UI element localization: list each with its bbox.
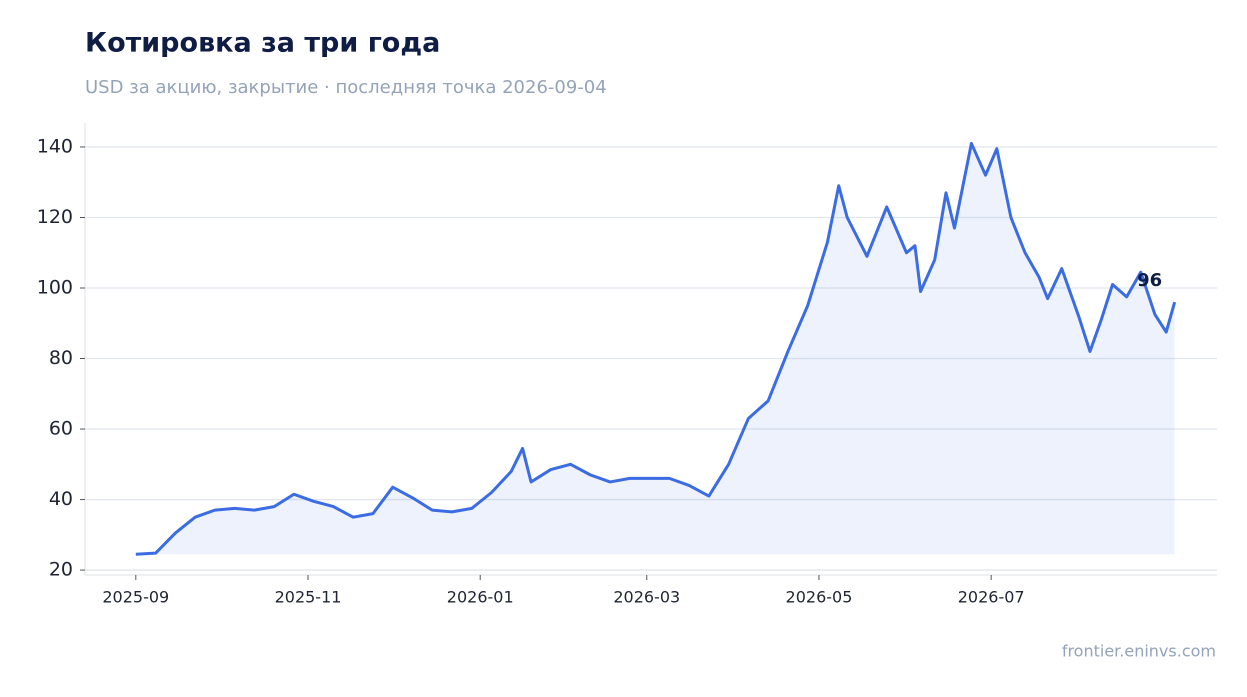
source: frontier.eninvs.com [1062, 642, 1216, 661]
y-tick-label: 100 [37, 277, 73, 299]
annotation: 96 [1137, 270, 1162, 291]
x-tick-label: 2026-03 [613, 588, 680, 607]
y-tick-label: 60 [49, 418, 73, 440]
x-tick-label: 2026-07 [958, 588, 1025, 607]
x-tick-label: 2025-11 [275, 588, 342, 607]
x-tick-label: 2025-09 [102, 588, 169, 607]
y-tick-label: 20 [49, 559, 73, 581]
y-tick-label: 120 [37, 206, 73, 228]
y-tick-label: 140 [37, 135, 73, 157]
x-tick-label: 2026-01 [447, 588, 514, 607]
chart-title: Котировка за три года [85, 28, 440, 59]
y-tick-label: 80 [49, 347, 73, 369]
line [135, 141, 1177, 556]
area [135, 143, 1175, 555]
y-tick-label: 40 [49, 488, 73, 510]
x-tick-label: 2026-05 [786, 588, 853, 607]
chart-subtitle: USD за акцию, закрытие · последняя точка… [85, 77, 607, 98]
